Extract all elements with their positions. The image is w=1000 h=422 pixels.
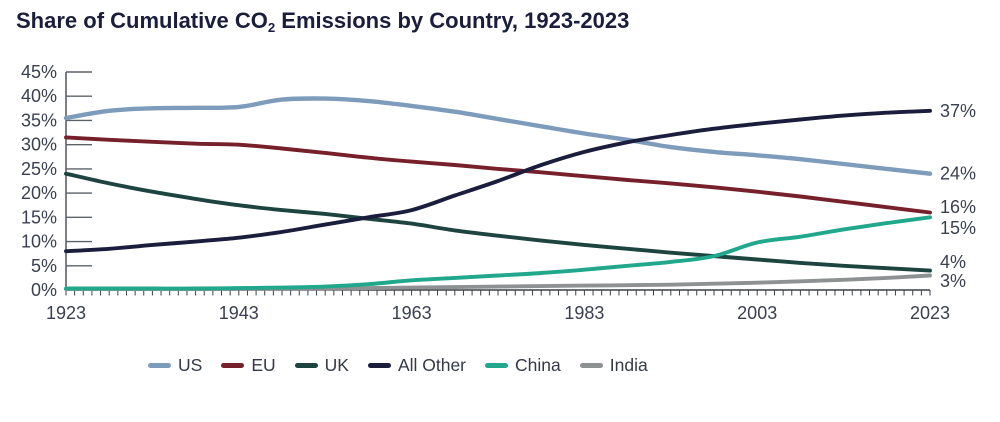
legend-label-all-other: All Other — [397, 355, 467, 375]
series-line-all-other — [64, 108, 932, 254]
legend-swatch-all-other — [367, 363, 391, 368]
y-axis-label-0: 0% — [31, 280, 57, 300]
series-end-label-india: 3% — [940, 271, 966, 291]
legend-swatch-us — [148, 363, 171, 368]
chart-title: Share of Cumulative CO2 Emissions by Cou… — [16, 8, 630, 35]
legend-swatch-eu — [221, 363, 245, 368]
title-co2-subscript: 2 — [267, 19, 276, 35]
y-axis-label-45: 45% — [21, 62, 57, 82]
legend-label-us: US — [178, 355, 203, 375]
x-axis-label-1943: 1943 — [219, 303, 259, 323]
y-axis-label-35: 35% — [21, 110, 57, 130]
x-axis-label-2003: 2003 — [737, 303, 777, 323]
legend-swatch-china — [485, 363, 509, 368]
x-axis-label-1923: 1923 — [46, 303, 86, 323]
y-axis-label-5: 5% — [31, 256, 57, 276]
series-line-china — [64, 215, 932, 291]
legend-label-china: China — [515, 355, 561, 375]
series-end-label-all-other: 37% — [940, 101, 976, 121]
title-text: Share of Cumulative CO — [16, 8, 268, 33]
x-axis-label-1983: 1983 — [564, 303, 604, 323]
legend-item-eu: EU — [221, 355, 276, 376]
legend-item-india: India — [579, 355, 648, 376]
legend-label-uk: UK — [324, 355, 349, 375]
legend-item-china: China — [485, 355, 561, 376]
legend: US EU UK All Other China India — [148, 355, 648, 376]
series-line-uk — [64, 171, 932, 273]
y-axis-label-40: 40% — [21, 86, 57, 106]
x-axis-label-2023: 2023 — [910, 303, 950, 323]
y-axis-label-15: 15% — [21, 207, 57, 227]
series-end-label-china: 15% — [940, 218, 976, 238]
x-axis-label-1963: 1963 — [392, 303, 432, 323]
legend-label-india: India — [609, 355, 648, 375]
series-line-us — [63, 96, 933, 176]
legend-swatch-uk — [294, 363, 318, 368]
y-axis-label-10: 10% — [21, 232, 57, 252]
series-line-eu — [64, 135, 932, 215]
legend-item-all-other: All Other — [367, 355, 467, 376]
legend-label-eu: EU — [251, 355, 276, 375]
y-axis-label-25: 25% — [21, 159, 57, 179]
y-axis-label-30: 30% — [21, 135, 57, 155]
legend-swatch-india — [579, 363, 603, 368]
series-end-label-uk: 4% — [940, 252, 966, 272]
series-end-label-us: 24% — [940, 164, 976, 184]
legend-item-uk: UK — [294, 355, 349, 376]
y-axis-label-20: 20% — [21, 183, 57, 203]
series-end-label-eu: 16% — [940, 197, 976, 217]
legend-item-us: US — [148, 355, 202, 376]
title-text-suffix: Emissions by Country, 1923-2023 — [275, 8, 630, 33]
